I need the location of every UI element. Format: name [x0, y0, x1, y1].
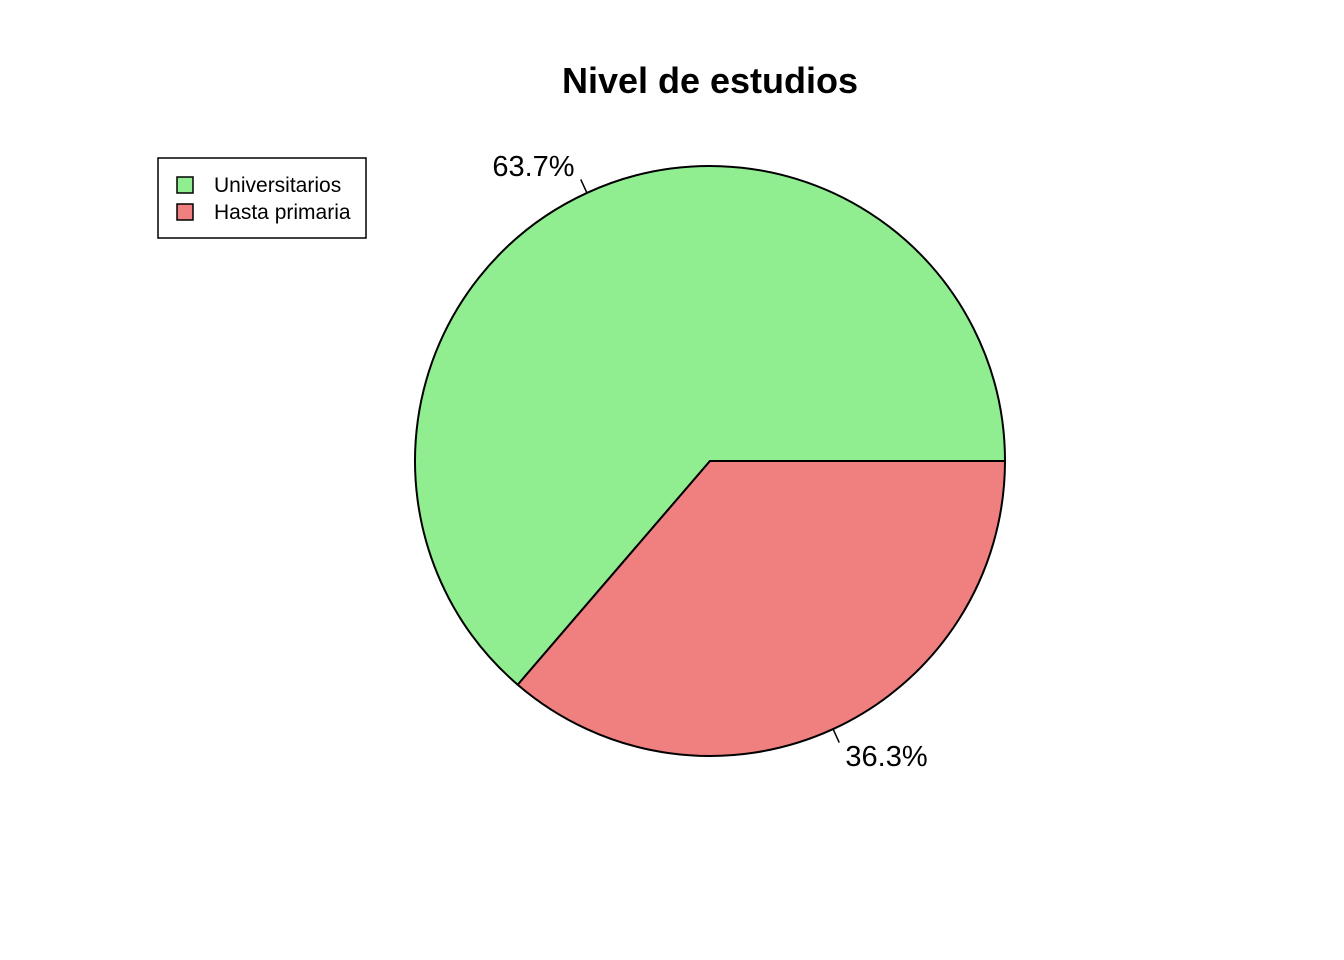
slice-label-universitarios: 63.7% [492, 151, 574, 183]
slice-label-tick [580, 179, 588, 194]
pie-slice-universitarios [414, 165, 1006, 686]
legend-label-hasta-primaria: Hasta primaria [214, 201, 351, 224]
legend-swatch-universitarios [176, 176, 194, 194]
pie-slices [414, 165, 1006, 757]
pie-labels: 63.7% 36.3% [492, 151, 927, 773]
slice-label-tick [832, 728, 840, 743]
chart-title: Nivel de estudios [562, 60, 858, 101]
legend-swatch-hasta-primaria [176, 203, 194, 221]
slice-label-hasta-primaria: 36.3% [845, 741, 927, 773]
legend: Universitarios Hasta primaria [157, 157, 367, 239]
legend-label-universitarios: Universitarios [214, 174, 341, 197]
legend-box [157, 157, 367, 239]
